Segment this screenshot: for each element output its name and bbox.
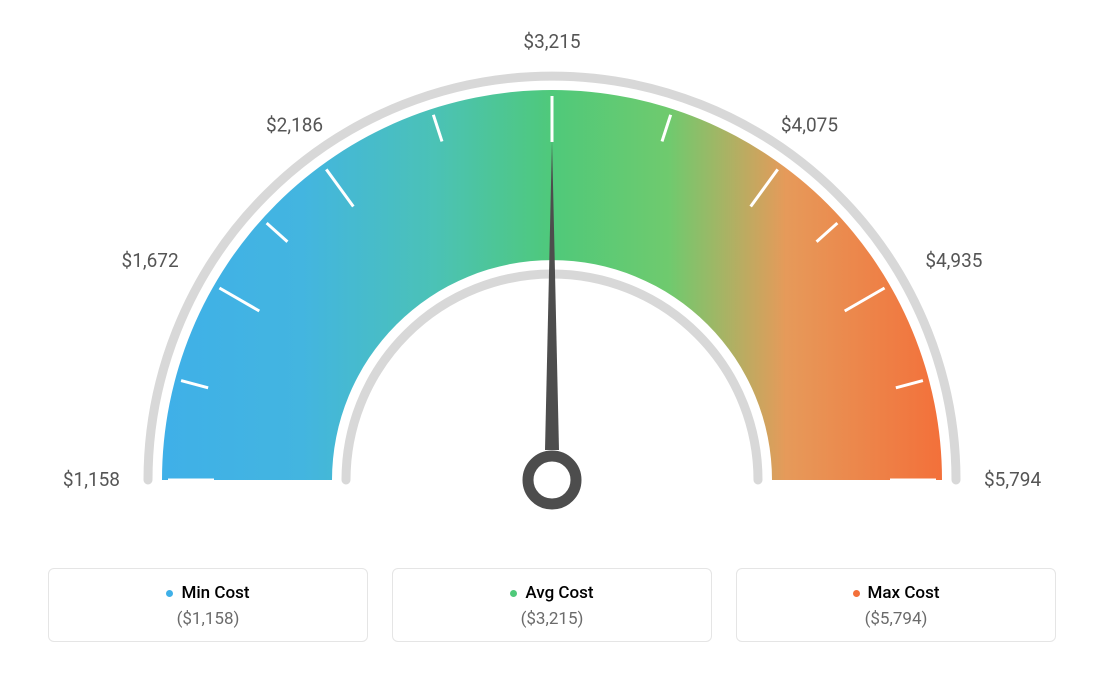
legend-label-text-max: Max Cost xyxy=(868,583,940,603)
legend-value-max: ($5,794) xyxy=(747,609,1045,629)
svg-text:$4,935: $4,935 xyxy=(925,249,982,272)
svg-text:$3,215: $3,215 xyxy=(523,30,580,53)
svg-text:$5,794: $5,794 xyxy=(984,468,1041,491)
svg-text:$1,158: $1,158 xyxy=(63,468,120,491)
legend-card-avg: Avg Cost ($3,215) xyxy=(392,568,712,642)
legend-label-max: Max Cost xyxy=(747,583,1045,603)
gauge-svg: $1,158 $1,672 $2,186 $3,215 $4,075 $4,935 $5,7… xyxy=(20,20,1084,540)
legend-label-text-min: Min Cost xyxy=(181,583,249,603)
legend-dot-min xyxy=(166,590,173,597)
svg-text:$4,075: $4,075 xyxy=(781,114,838,137)
legend-card-max: Max Cost ($5,794) xyxy=(736,568,1056,642)
legend-dot-avg xyxy=(510,590,517,597)
legend-label-text-avg: Avg Cost xyxy=(525,583,593,603)
svg-text:$1,672: $1,672 xyxy=(122,249,179,272)
legend-label-min: Min Cost xyxy=(59,583,357,603)
legend-label-avg: Avg Cost xyxy=(403,583,701,603)
legend-dot-max xyxy=(853,590,860,597)
legend-value-avg: ($3,215) xyxy=(403,609,701,629)
legend-value-min: ($1,158) xyxy=(59,609,357,629)
cost-gauge-chart: $1,158 $1,672 $2,186 $3,215 $4,075 $4,935 $5,7… xyxy=(20,20,1084,642)
legend-row: Min Cost ($1,158) Avg Cost ($3,215) Max … xyxy=(20,568,1084,642)
legend-card-min: Min Cost ($1,158) xyxy=(48,568,368,642)
svg-text:$2,186: $2,186 xyxy=(266,114,323,137)
